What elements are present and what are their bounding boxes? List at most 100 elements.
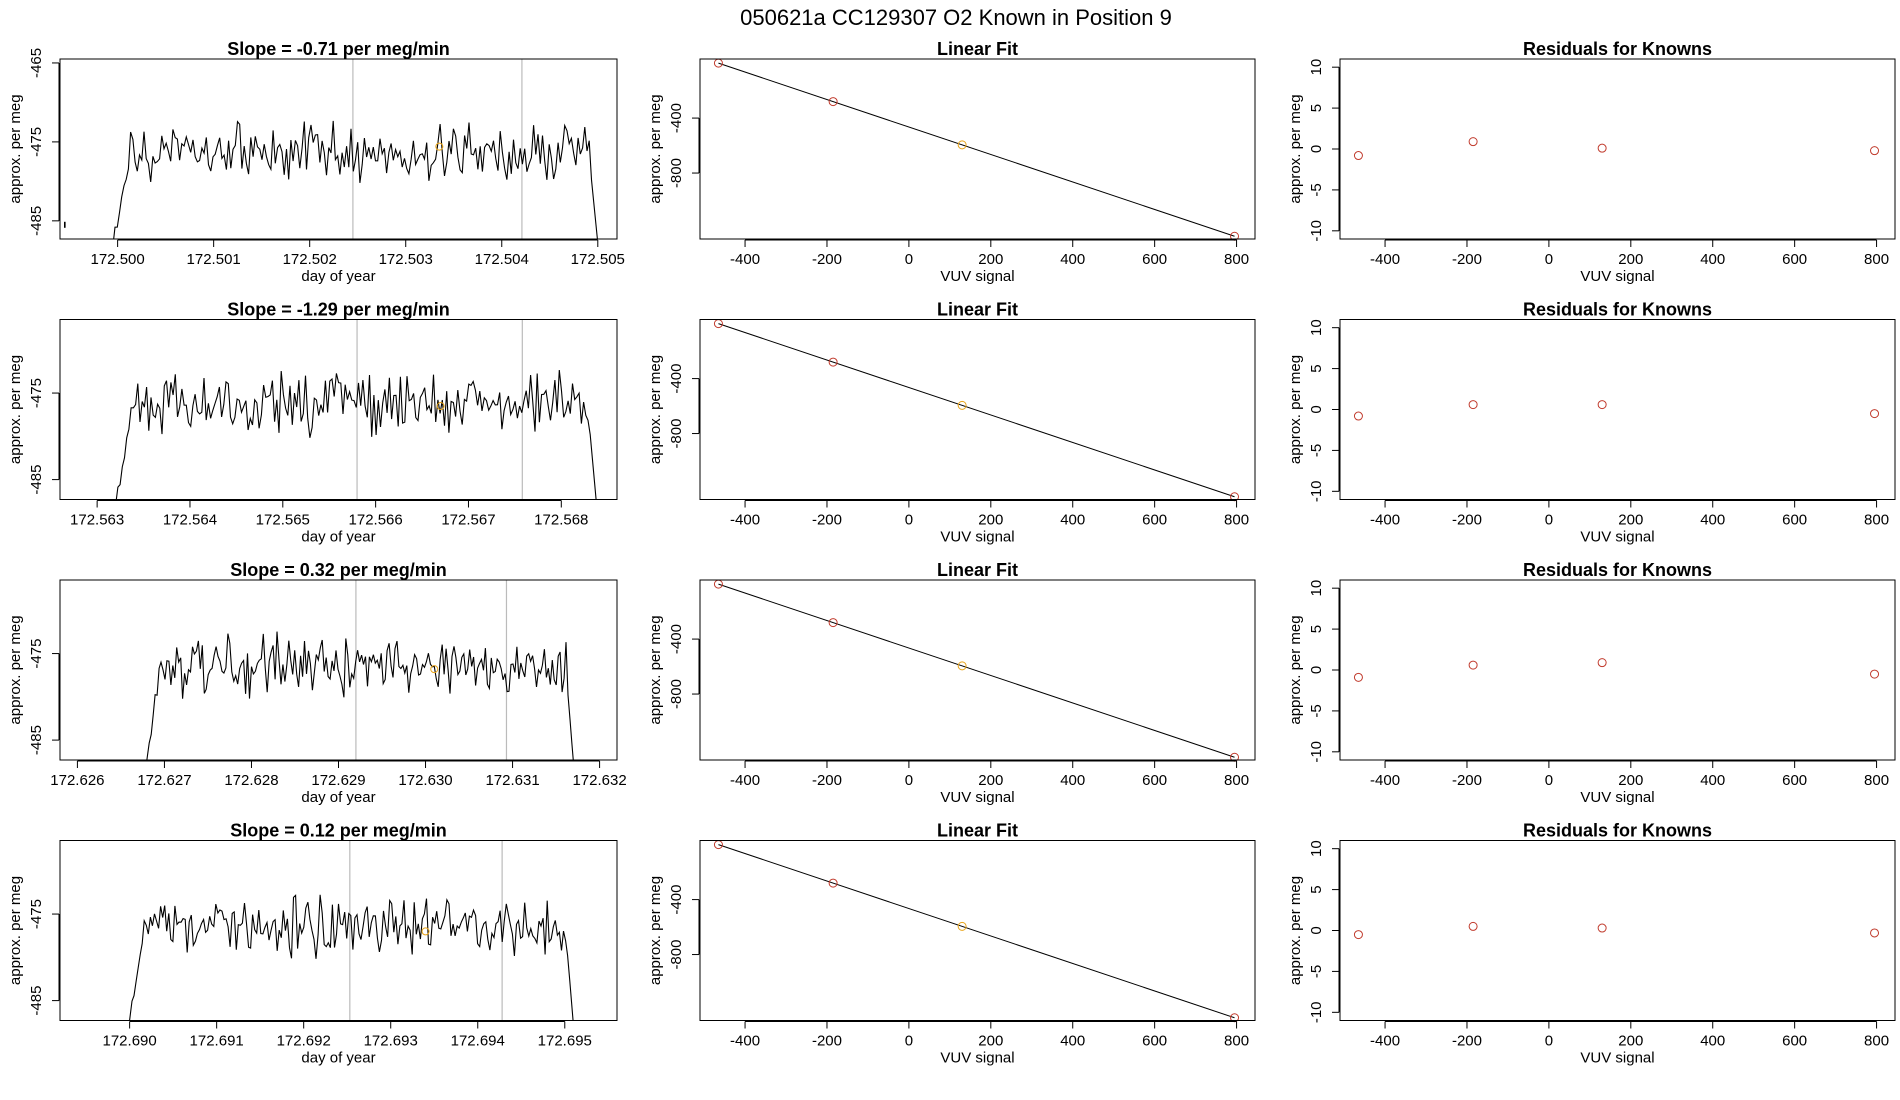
resid-2-y-label: approx. per meg [1287,615,1304,724]
trace-1-line [115,369,597,500]
fit-1-y-tick-label: -800 [668,419,685,449]
resid-1-title: Residuals for Knowns [1523,300,1712,320]
trace-3-title: Slope = 0.12 per meg/min [230,821,447,841]
resid-3-y-tick-label: 10 [1308,840,1325,857]
fit-1-x-label: VUV signal [940,529,1014,546]
resid-3-point [1597,923,1607,933]
resid-3-y-tick-label: -5 [1308,965,1325,978]
resid-1-point [1597,400,1607,410]
resid-1-point [1468,400,1478,410]
fit-0-x-tick-label: 800 [1224,251,1249,268]
trace-1-x-tick-label: 172.568 [534,512,588,529]
resid-1-x-tick-label: 200 [1618,512,1643,529]
resid-3-x-tick-label: 0 [1545,1033,1553,1050]
resid-0-y-tick-label: 0 [1308,145,1325,153]
fit-3-x-tick-label: 200 [978,1033,1003,1050]
fit-0-y-tick-label: -400 [668,103,685,133]
fit-1-point [828,357,838,367]
trace-3-y-tick-label: -485 [28,986,45,1016]
fit-1-x-tick-label: 600 [1142,512,1167,529]
fit-0-x-tick-label: 200 [978,251,1003,268]
resid-0-x-label: VUV signal [1580,268,1654,285]
resid-3-x-tick-label: -200 [1452,1033,1482,1050]
fit-2-x-tick-label: 0 [905,772,913,789]
fit-2-frame [699,579,1256,761]
trace-1-highlight-point [436,402,445,411]
fit-1-title: Linear Fit [937,300,1018,320]
resid-3-point [1870,928,1880,938]
fit-0-frame [699,58,1256,240]
resid-1-x-label: VUV signal [1580,529,1654,546]
trace-3-line [129,894,574,1021]
fit-3-y-tick-label: -400 [668,885,685,915]
resid-1-frame [1339,319,1896,500]
fit-0-x-tick-label: 0 [905,251,913,268]
trace-3-x-tick-label: 172.694 [451,1033,505,1050]
trace-2-title: Slope = 0.32 per meg/min [230,560,447,580]
trace-1-x-tick-label: 172.566 [349,512,403,529]
trace-1-x-tick-label: 172.567 [441,512,495,529]
resid-0-y-tick-label: 10 [1308,59,1325,76]
trace-2-line [146,631,574,760]
resid-1-y-tick-label: -5 [1308,444,1325,457]
resid-2-y-tick-label: 0 [1308,666,1325,674]
fit-1-x-tick-label: 800 [1224,512,1249,529]
trace-2-frame [59,579,618,761]
trace-2-y-tick-label: -475 [28,639,45,669]
fit-3-x-tick-label: -200 [812,1033,842,1050]
trace-3-x-tick-label: 172.690 [103,1033,157,1050]
fit-2-x-label: VUV signal [940,789,1014,806]
trace-0-line [113,120,598,239]
resid-0-x-tick-label: -200 [1452,251,1482,268]
fit-3-x-tick-label: 400 [1060,1033,1085,1050]
resid-2-y-tick-label: 5 [1308,625,1325,633]
resid-3-title: Residuals for Knowns [1523,821,1712,841]
resid-1-y-tick-label: 0 [1308,405,1325,413]
trace-3-frame [59,840,618,1021]
resid-2-x-tick-label: 600 [1782,772,1807,789]
resid-0-point [1870,146,1880,156]
resid-1-x-tick-label: -400 [1370,512,1400,529]
resid-0-point [1353,151,1363,161]
resid-1-x-tick-label: 0 [1545,512,1553,529]
resid-3-y-label: approx. per meg [1287,876,1304,985]
trace-0-x-tick-label: 172.502 [283,251,337,268]
row-2: 172.626 172.627 172.628 172.629 172.630 172.6… [7,560,1896,806]
resid-3-frame [1339,840,1896,1021]
resid-0-y-tick-label: -10 [1308,220,1325,242]
fit-1-frame [699,319,1256,500]
trace-3-x-tick-label: 172.691 [190,1033,244,1050]
resid-1-y-tick-label: 5 [1308,364,1325,372]
fit-1-x-tick-label: -200 [812,512,842,529]
resid-0-y-label: approx. per meg [1287,94,1304,203]
fit-0-title: Linear Fit [937,39,1018,59]
trace-3-x-tick-label: 172.692 [277,1033,331,1050]
trace-2-x-tick-label: 172.627 [137,772,191,789]
panel-grid: 172.500 172.501 172.502 172.503 172.504 172.5… [7,39,1896,1067]
resid-2-point [1597,658,1607,668]
resid-2-y-tick-label: -5 [1308,704,1325,717]
trace-3-x-label: day of year [301,1050,375,1067]
page-title: 050621a CC129307 O2 Known in Position 9 [740,5,1172,30]
resid-3-y-tick-label: 0 [1308,926,1325,934]
resid-0-point [1468,137,1478,147]
resid-3-x-tick-label: 400 [1700,1033,1725,1050]
trace-0-y-tick-label: -475 [28,127,45,157]
trace-1-x-tick-label: 172.565 [256,512,310,529]
trace-3-x-tick-label: 172.695 [538,1033,592,1050]
trace-2-x-tick-label: 172.628 [224,772,278,789]
trace-2-y-tick-label: -485 [28,725,45,755]
row-1: 172.563 172.564 172.565 172.566 172.567 172.5… [7,300,1896,546]
fit-0-y-label: approx. per meg [647,94,664,203]
trace-0-x-tick-label: 172.505 [571,251,625,268]
fit-0-x-tick-label: -400 [730,251,760,268]
resid-0-x-tick-label: -400 [1370,251,1400,268]
trace-1-frame [59,319,618,500]
resid-2-y-tick-label: -10 [1308,741,1325,763]
resid-1-x-tick-label: 800 [1864,512,1889,529]
trace-3-y-label: approx. per meg [7,876,24,985]
resid-2-x-tick-label: 400 [1700,772,1725,789]
fit-1-x-tick-label: 200 [978,512,1003,529]
fit-3-y-tick-label: -800 [668,940,685,970]
trace-2-x-label: day of year [301,789,375,806]
